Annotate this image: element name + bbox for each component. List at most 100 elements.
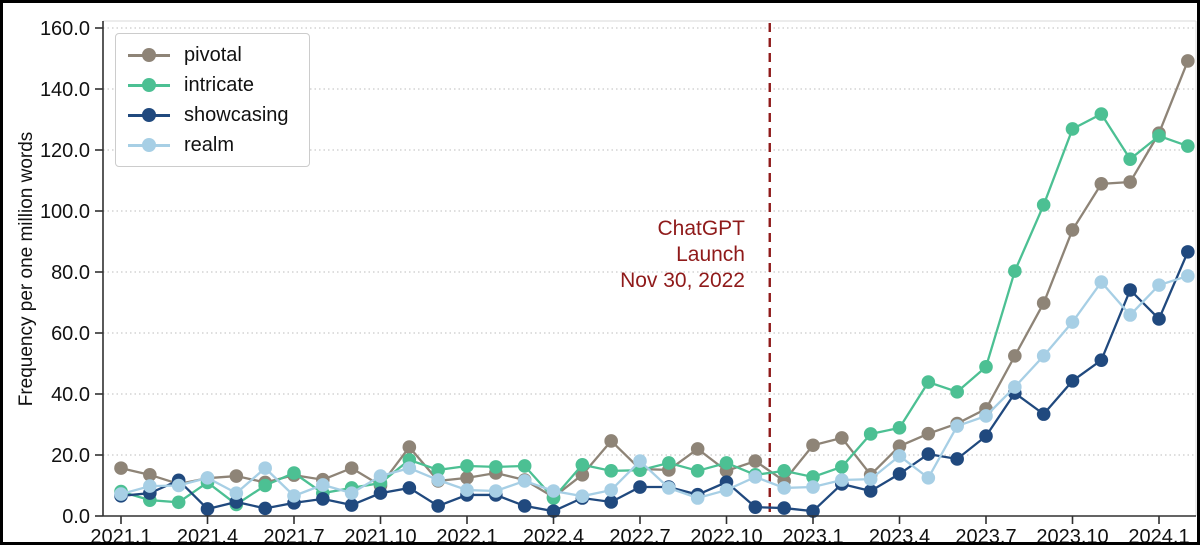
data-point-realm xyxy=(575,489,590,503)
line-marker-icon xyxy=(128,108,170,122)
data-point-pivotal xyxy=(1008,349,1022,363)
data-point-realm xyxy=(373,469,388,483)
y-tick-label: 60.0 xyxy=(51,323,90,345)
y-tick-label: 160.0 xyxy=(40,18,90,40)
data-point-showcasing xyxy=(517,499,532,513)
x-tick-label: 2021.1 xyxy=(90,526,151,545)
data-point-showcasing xyxy=(892,467,907,481)
data-point-pivotal xyxy=(748,454,763,468)
data-point-showcasing xyxy=(863,484,878,498)
data-point-pivotal xyxy=(604,434,618,448)
x-tick-label: 2022.7 xyxy=(609,526,670,545)
data-point-intricate xyxy=(1181,139,1195,153)
data-point-realm xyxy=(662,481,676,495)
data-point-realm xyxy=(546,484,561,498)
data-point-intricate xyxy=(604,464,618,478)
data-point-pivotal xyxy=(229,469,244,483)
chart-canvas: 0.0 20.0 40.0 60.0 80.0 100.0 120.0 140.0 160.0 2… xyxy=(40,18,1197,545)
data-point-realm xyxy=(316,478,330,492)
y-tick-label: 80.0 xyxy=(51,262,90,284)
data-point-pivotal xyxy=(344,461,359,475)
data-point-intricate xyxy=(1123,152,1137,166)
y-tick-label: 0.0 xyxy=(62,506,90,528)
data-point-realm xyxy=(863,472,878,486)
data-point-showcasing xyxy=(316,492,330,506)
data-point-realm xyxy=(431,473,445,487)
data-point-showcasing xyxy=(979,429,993,443)
data-point-realm xyxy=(200,471,215,485)
data-point-realm xyxy=(921,471,936,485)
y-tick-label: 40.0 xyxy=(51,384,90,406)
data-point-intricate xyxy=(950,385,964,399)
legend-item-showcasing: showcasing xyxy=(128,104,289,126)
data-point-pivotal xyxy=(892,439,907,453)
data-point-showcasing xyxy=(777,501,791,515)
data-point-intricate xyxy=(863,427,878,441)
data-point-intricate xyxy=(690,464,705,478)
data-point-showcasing xyxy=(1123,283,1137,297)
data-point-realm xyxy=(806,480,820,494)
data-point-realm xyxy=(950,419,964,433)
legend-item-pivotal: pivotal xyxy=(128,44,289,66)
data-point-realm xyxy=(604,483,618,497)
data-point-realm xyxy=(1065,315,1080,329)
data-point-intricate xyxy=(171,495,186,510)
series-line-intricate xyxy=(120,112,1189,506)
data-point-realm xyxy=(114,487,128,501)
y-tick-label: 20.0 xyxy=(51,445,90,467)
data-point-realm xyxy=(402,461,417,475)
y-axis-title: Frequency per one million words xyxy=(16,131,37,407)
data-point-intricate xyxy=(835,460,849,474)
chatgpt-launch-annotation: ChatGPT Launch Nov 30, 2022 xyxy=(620,216,745,294)
x-tick-label: 2024.1 xyxy=(1128,526,1189,545)
data-point-realm xyxy=(777,481,791,495)
data-point-intricate xyxy=(1065,122,1080,136)
annotation-line-2: Launch xyxy=(676,243,745,266)
data-point-showcasing xyxy=(1065,374,1080,388)
data-point-intricate xyxy=(517,459,532,473)
x-tick-label: 2023.10 xyxy=(1036,526,1108,545)
data-point-intricate xyxy=(1036,198,1051,212)
data-point-pivotal xyxy=(806,438,820,453)
data-point-intricate xyxy=(662,456,676,470)
data-point-showcasing xyxy=(402,481,417,495)
data-point-intricate xyxy=(258,478,272,493)
data-point-pivotal xyxy=(690,442,705,456)
series-line-realm xyxy=(120,274,1189,500)
data-point-intricate xyxy=(921,375,936,389)
data-point-showcasing xyxy=(748,500,763,514)
data-point-realm xyxy=(748,470,763,484)
data-point-realm xyxy=(690,491,705,505)
data-point-realm xyxy=(1181,269,1195,283)
data-point-realm xyxy=(171,478,186,493)
x-tick-label: 2023.1 xyxy=(782,526,843,545)
x-tick-label: 2022.10 xyxy=(690,526,762,545)
data-point-realm xyxy=(1036,349,1051,363)
x-tick-label: 2021.4 xyxy=(177,526,238,545)
data-point-showcasing xyxy=(1152,312,1166,326)
data-point-pivotal xyxy=(460,471,474,485)
data-point-pivotal xyxy=(835,431,849,445)
x-tick-label: 2023.4 xyxy=(869,526,930,545)
data-point-intricate xyxy=(719,456,734,470)
line-marker-icon xyxy=(128,138,170,152)
data-point-realm xyxy=(979,409,993,423)
data-point-pivotal xyxy=(1123,175,1137,189)
data-point-intricate xyxy=(460,459,474,473)
data-point-realm xyxy=(344,486,359,500)
data-point-showcasing xyxy=(1094,353,1109,367)
data-point-intricate xyxy=(489,460,503,474)
data-point-realm xyxy=(229,486,244,500)
data-point-realm xyxy=(517,474,532,488)
legend-label: pivotal xyxy=(184,44,242,66)
data-point-pivotal xyxy=(1181,54,1195,68)
annotation-line-3: Nov 30, 2022 xyxy=(620,269,745,292)
data-point-showcasing xyxy=(200,502,215,516)
legend-label: intricate xyxy=(184,74,255,96)
x-tick-label: 2022.1 xyxy=(436,526,497,545)
data-point-realm xyxy=(1152,278,1166,292)
data-point-intricate xyxy=(287,466,301,480)
legend-label: showcasing xyxy=(184,104,289,126)
data-point-realm xyxy=(1008,380,1022,394)
data-point-realm xyxy=(1123,308,1137,322)
